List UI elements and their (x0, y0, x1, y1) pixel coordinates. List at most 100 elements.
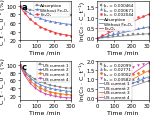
Without Fe₃O₄ (60, 23, 61, 24)
Text: d: d (99, 62, 105, 71)
US current 1 (65, 87, 66, 89)
Line: Fe₃O₄: Fe₃O₄ (18, 6, 72, 37)
US current 2 (70, 91, 72, 92)
US current 1 (19, 64, 20, 66)
US current 2 (24, 72, 26, 73)
US current 1 (29, 75, 31, 77)
US current 1 (39, 81, 41, 82)
Without Fe₃O₄ (29, 14, 31, 15)
Adsorption (60, 14, 61, 16)
US current 1 (60, 87, 61, 88)
US current 1 (54, 86, 56, 87)
US current 3 (29, 80, 31, 81)
US current 3 (60, 93, 61, 95)
US current 3 (54, 92, 56, 94)
Fe₃O₄ (49, 31, 51, 32)
US current 3 (44, 90, 46, 91)
US current 4 (24, 75, 26, 76)
Y-axis label: C_t · C_0⁻¹ (%): C_t · C_0⁻¹ (%) (0, 0, 5, 44)
US current 4 (49, 95, 51, 96)
X-axis label: Time /min: Time /min (107, 50, 139, 55)
US current 3 (65, 94, 66, 95)
US current 2 (60, 90, 61, 91)
Without Fe₃O₄ (34, 16, 36, 18)
Adsorption (49, 13, 51, 15)
Without Fe₃O₄ (65, 24, 66, 25)
Adsorption (34, 11, 36, 12)
Adsorption (44, 12, 46, 14)
US current 1 (49, 85, 51, 86)
Fe₃O₄ (70, 36, 72, 37)
Y-axis label: ln(C₀ · C_t⁻¹): ln(C₀ · C_t⁻¹) (78, 61, 85, 100)
US current 1 (24, 71, 26, 72)
US current 1 (34, 79, 36, 80)
Adsorption (29, 10, 31, 11)
Legend: Adsorption, Without Fe₃O₄, Fe₃O₄: Adsorption, Without Fe₃O₄, Fe₃O₄ (34, 3, 70, 18)
Legend: k₁ = 0.000464, k₂ = 0.000671, k₃ = 0.002044, Adsorption, Without Fe₃O₄, Fe₃O₄: k₁ = 0.000464, k₂ = 0.000671, k₃ = 0.002… (98, 3, 135, 32)
US current 2 (19, 64, 20, 66)
Without Fe₃O₄ (39, 18, 41, 20)
Without Fe₃O₄ (49, 21, 51, 23)
US current 2 (54, 89, 56, 90)
Line: Without Fe₃O₄: Without Fe₃O₄ (18, 6, 72, 26)
US current 2 (29, 77, 31, 79)
Legend: US current 1, US current 2, US current 3, US current 4: US current 1, US current 2, US current 3… (37, 62, 70, 82)
Line: US current 1: US current 1 (18, 64, 72, 89)
US current 1 (70, 88, 72, 89)
US current 3 (24, 73, 26, 75)
US current 2 (39, 84, 41, 86)
Line: US current 4: US current 4 (18, 64, 72, 99)
Line: US current 2: US current 2 (18, 64, 72, 93)
Text: b: b (99, 3, 105, 12)
Text: a: a (22, 3, 27, 12)
Without Fe₃O₄ (70, 24, 72, 26)
Adsorption (19, 6, 20, 7)
Fe₃O₄ (60, 34, 61, 35)
Line: Adsorption: Adsorption (18, 6, 72, 17)
US current 3 (70, 94, 72, 96)
Adsorption (39, 12, 41, 13)
Fe₃O₄ (24, 13, 26, 15)
US current 1 (44, 83, 46, 84)
Without Fe₃O₄ (19, 6, 20, 7)
X-axis label: Time /min: Time /min (107, 109, 139, 114)
Fe₃O₄ (54, 33, 56, 34)
US current 4 (65, 97, 66, 98)
Y-axis label: C_t · C_0⁻¹ (%): C_t · C_0⁻¹ (%) (0, 58, 5, 103)
US current 4 (19, 64, 20, 66)
Fe₃O₄ (44, 29, 46, 31)
Adsorption (24, 8, 26, 9)
Fe₃O₄ (34, 23, 36, 24)
US current 4 (60, 97, 61, 98)
Line: US current 3: US current 3 (18, 64, 72, 96)
Fe₃O₄ (19, 6, 20, 7)
Without Fe₃O₄ (54, 22, 56, 24)
Adsorption (65, 14, 66, 16)
Without Fe₃O₄ (24, 10, 26, 12)
US current 3 (39, 87, 41, 89)
US current 2 (65, 90, 66, 92)
US current 3 (19, 64, 20, 66)
Legend: k₁ = 0.02099, k₂ = 0.02771, k₃ = 0.03002, k₄ = 0.03582, US current 1, US current: k₁ = 0.02099, k₂ = 0.02771, k₃ = 0.03002… (98, 62, 132, 100)
Adsorption (54, 14, 56, 15)
US current 3 (49, 91, 51, 93)
US current 4 (29, 82, 31, 84)
US current 3 (34, 84, 36, 86)
Adsorption (70, 15, 72, 16)
Without Fe₃O₄ (44, 20, 46, 22)
US current 4 (44, 93, 46, 95)
Y-axis label: ln(C₀ · C_t⁻¹): ln(C₀ · C_t⁻¹) (78, 2, 85, 41)
US current 4 (70, 97, 72, 99)
X-axis label: Time /min: Time /min (29, 109, 61, 114)
US current 2 (49, 88, 51, 89)
Fe₃O₄ (29, 19, 31, 20)
US current 4 (39, 91, 41, 92)
US current 2 (44, 86, 46, 88)
Fe₃O₄ (39, 27, 41, 28)
US current 4 (34, 87, 36, 89)
Text: c: c (22, 62, 27, 71)
US current 2 (34, 81, 36, 82)
X-axis label: Time /min: Time /min (29, 50, 61, 55)
US current 4 (54, 96, 56, 97)
Fe₃O₄ (65, 35, 66, 36)
